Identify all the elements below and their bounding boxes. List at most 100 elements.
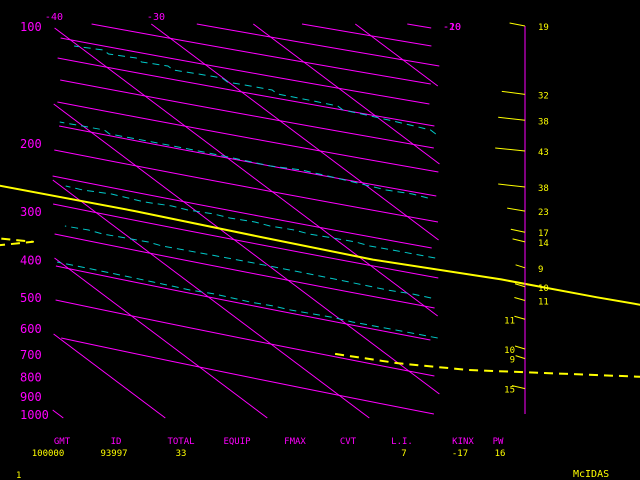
dry-adiabat-line bbox=[407, 23, 432, 29]
wind-barb bbox=[501, 90, 526, 95]
pressure-label-600: 600 bbox=[20, 322, 42, 336]
sounding-trace-3 bbox=[334, 352, 640, 378]
sounding-traces bbox=[0, 184, 640, 378]
isotherm-lines bbox=[52, 23, 440, 419]
wind-speed-label: 11 bbox=[538, 298, 549, 308]
wind-speed-label: 32 bbox=[538, 91, 549, 101]
frame-number: 1 bbox=[16, 471, 21, 480]
dry-adiabat-line bbox=[57, 57, 435, 127]
moist-adiabat-line bbox=[65, 185, 436, 259]
moist-adiabats bbox=[57, 45, 438, 339]
pressure-label-400: 400 bbox=[20, 254, 42, 268]
pressure-label-100: 100 bbox=[20, 20, 42, 34]
top-temp-label: -40 bbox=[45, 12, 63, 23]
mcidas-brand: McIDAS bbox=[573, 469, 609, 480]
wind-speed-label: 9 bbox=[510, 356, 515, 366]
isotherm-line bbox=[52, 179, 370, 419]
pressure-tick-labels: 100 200 300 400 500 600 700 800 900 1000 bbox=[20, 20, 49, 422]
header-gmt: GMT bbox=[54, 437, 71, 447]
dry-adiabat-line bbox=[55, 265, 431, 341]
top-temp-label: -30 bbox=[147, 12, 165, 23]
wind-speed-label: 17 bbox=[538, 229, 549, 239]
wind-speed-label: 38 bbox=[538, 184, 549, 194]
dry-adiabat-line bbox=[91, 23, 431, 85]
value-gmt: 100000 bbox=[32, 449, 65, 459]
isotherm-line bbox=[54, 257, 268, 419]
pressure-label-700: 700 bbox=[20, 348, 42, 362]
wind-speed-label: 10 bbox=[504, 346, 515, 356]
dry-adiabat-line bbox=[57, 101, 439, 173]
wind-speed-label: 11 bbox=[504, 316, 515, 326]
value-kinx: -17 bbox=[452, 449, 468, 459]
isotherm-line bbox=[53, 103, 440, 395]
header-kinx: KINX bbox=[452, 437, 474, 447]
value-pw: 16 bbox=[495, 449, 506, 459]
header-total: TOTAL bbox=[167, 437, 194, 447]
pressure-label-800: 800 bbox=[20, 370, 42, 384]
dry-adiabats bbox=[52, 23, 440, 415]
wind-barb bbox=[514, 345, 526, 350]
dry-adiabat-line bbox=[60, 37, 430, 105]
isotherm-line bbox=[151, 23, 439, 241]
indices-table: GMT ID TOTAL EQUIP FMAX CVT L.I. KINX PW… bbox=[32, 437, 506, 459]
header-cvt: CVT bbox=[340, 437, 357, 447]
moist-adiabat-line bbox=[74, 45, 437, 135]
wind-barb bbox=[511, 385, 526, 390]
wind-speed-label: 38 bbox=[538, 117, 549, 127]
wind-barb bbox=[509, 22, 526, 27]
right-temp-label: -10 bbox=[443, 22, 461, 33]
pressure-label-200: 200 bbox=[20, 137, 42, 151]
header-equip: EQUIP bbox=[223, 437, 251, 447]
wind-speed-label: 43 bbox=[538, 148, 549, 158]
wind-barb bbox=[498, 183, 526, 188]
pressure-label-500: 500 bbox=[20, 291, 42, 305]
value-id: 93997 bbox=[100, 449, 127, 459]
wind-barb bbox=[515, 264, 526, 269]
wind-speed-label: 23 bbox=[538, 208, 549, 218]
sounding-trace-1 bbox=[0, 184, 640, 306]
wind-barb bbox=[515, 355, 526, 360]
wind-speed-label: 19 bbox=[538, 23, 549, 33]
dry-adiabat-line bbox=[59, 125, 437, 197]
header-id: ID bbox=[111, 437, 122, 447]
wind-barb bbox=[512, 238, 526, 243]
isotherm-line bbox=[253, 23, 440, 165]
isotherm-line bbox=[355, 23, 439, 87]
pressure-label-900: 900 bbox=[20, 390, 42, 404]
dry-adiabat-line bbox=[60, 79, 434, 149]
wind-speed-label: 14 bbox=[538, 239, 549, 249]
wind-barb bbox=[510, 228, 526, 233]
header-fmax: FMAX bbox=[284, 437, 306, 447]
dry-adiabat-line bbox=[301, 23, 432, 47]
dry-adiabat-line bbox=[55, 299, 435, 377]
value-li: 7 bbox=[401, 449, 406, 459]
value-total: 33 bbox=[176, 449, 187, 459]
dry-adiabat-line bbox=[53, 203, 439, 279]
right-temperature-labels: -20-10 bbox=[443, 22, 461, 33]
dry-adiabat-line bbox=[54, 233, 435, 309]
right-temp-label: -20 bbox=[443, 22, 461, 33]
wind-speed-label: 10 bbox=[538, 284, 549, 294]
dry-adiabat-line bbox=[196, 23, 440, 67]
isotherm-line bbox=[54, 27, 438, 317]
wind-barb bbox=[495, 147, 526, 152]
dry-adiabat-line bbox=[52, 175, 432, 249]
pressure-label-1000: 1000 bbox=[20, 408, 49, 422]
wind-speed-label: 9 bbox=[538, 265, 543, 275]
moist-adiabat-line bbox=[59, 121, 428, 199]
wind-barb bbox=[514, 283, 526, 288]
moist-adiabat-line bbox=[57, 261, 438, 339]
moist-adiabat-line bbox=[64, 225, 432, 299]
wind-barb bbox=[514, 315, 526, 320]
wind-speed-label: 15 bbox=[504, 386, 515, 396]
wind-barb bbox=[498, 116, 526, 121]
dry-adiabat-line bbox=[61, 337, 434, 415]
dry-adiabat-line bbox=[54, 149, 439, 223]
isotherm-line bbox=[52, 409, 64, 419]
header-pw: PW bbox=[493, 437, 504, 447]
pressure-label-300: 300 bbox=[20, 205, 42, 219]
top-temperature-labels: -90-80-70-60-50-40-30 bbox=[45, 12, 165, 23]
isotherm-line bbox=[53, 333, 166, 419]
